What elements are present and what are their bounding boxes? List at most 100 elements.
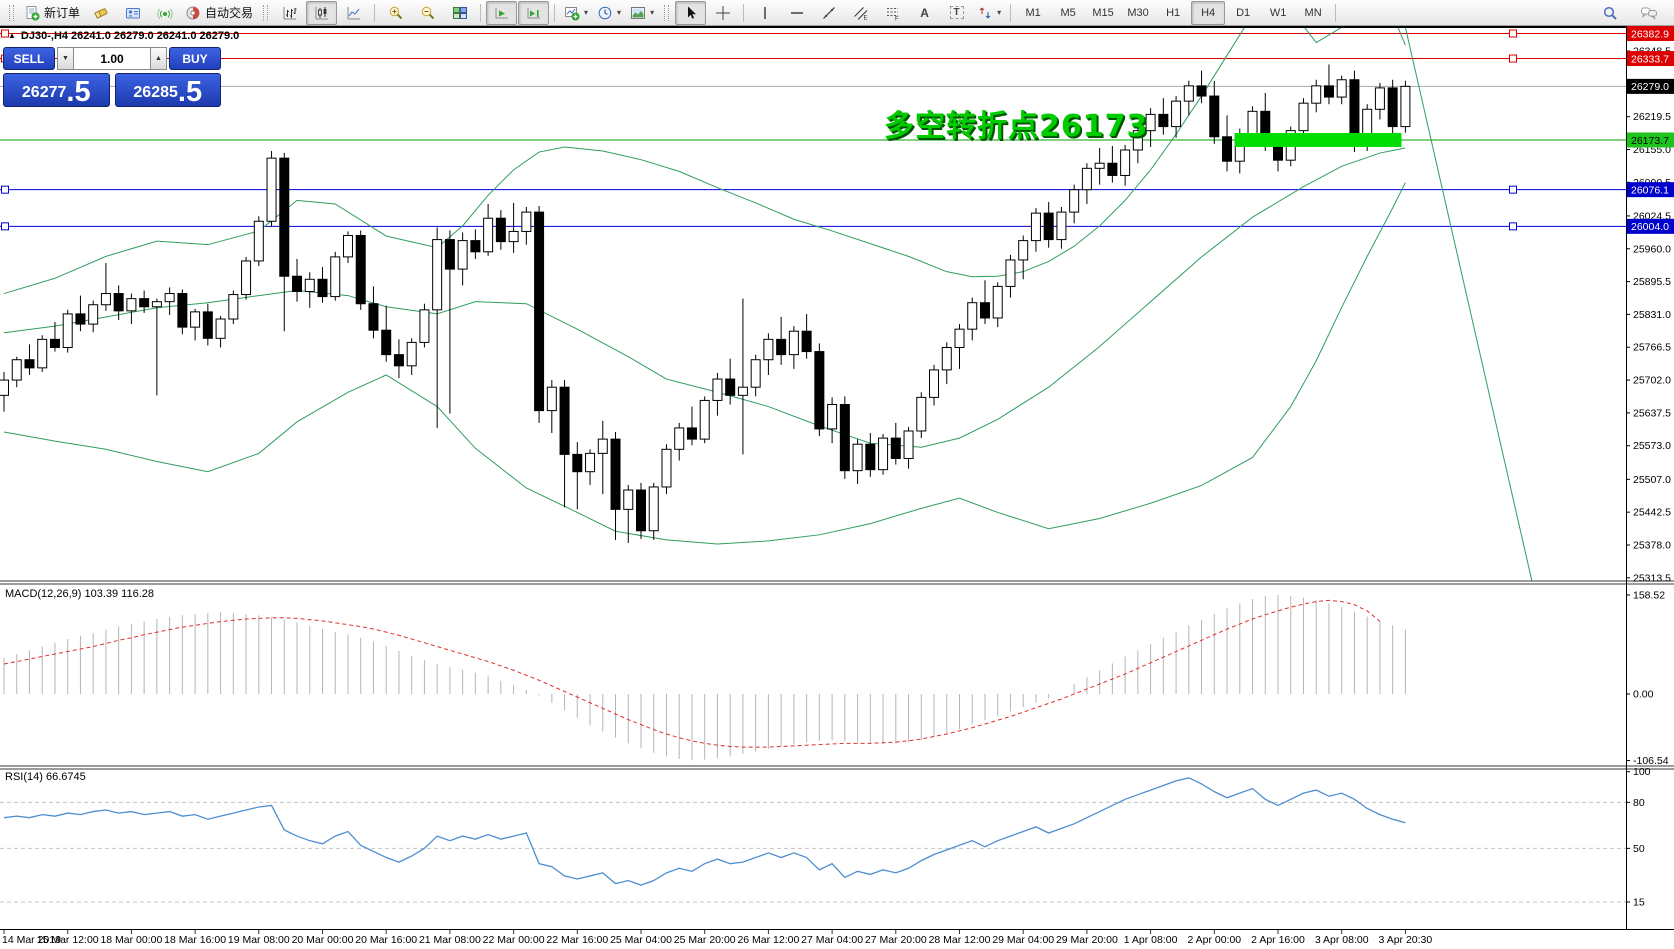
toolbar-separator xyxy=(554,3,556,22)
buy-price-display[interactable]: 26285.5 xyxy=(114,73,221,107)
templates-button[interactable]: ▾ xyxy=(626,1,658,25)
chat-button[interactable] xyxy=(1633,1,1664,25)
time-label: 3 Apr 20:30 xyxy=(1379,934,1433,946)
line-handle[interactable] xyxy=(1,222,9,231)
auto-trading-icon xyxy=(185,5,201,21)
profile-icon xyxy=(125,5,141,21)
candle-down xyxy=(1043,212,1054,241)
candle-up xyxy=(1030,212,1041,242)
rsi-tick-label: 80 xyxy=(1633,797,1645,809)
candle-down xyxy=(495,217,506,243)
timeframe-d1[interactable]: D1 xyxy=(1236,6,1251,19)
vertical-line-tool-button[interactable] xyxy=(749,1,780,25)
sell-price-display[interactable]: 26277.5 xyxy=(3,73,110,107)
sell-button[interactable]: SELL xyxy=(3,47,55,70)
cursor-tool-button[interactable] xyxy=(675,0,707,25)
line-handle[interactable] xyxy=(1,185,9,194)
timeframe-h4[interactable]: H4 xyxy=(1191,0,1226,25)
volume-increase-button[interactable]: ▲ xyxy=(150,47,167,70)
history-center-button[interactable] xyxy=(85,1,116,25)
new-order-button[interactable]: 新订单 xyxy=(20,1,84,25)
candle-up xyxy=(11,359,22,381)
candle-up xyxy=(878,437,889,471)
timeframe-mn[interactable]: MN xyxy=(1304,6,1322,19)
timeframe-h1[interactable]: H1 xyxy=(1166,6,1181,19)
auto-scroll-button[interactable] xyxy=(486,0,518,25)
crosshair-tool-button[interactable] xyxy=(707,1,738,25)
periods-button[interactable]: ▾ xyxy=(593,1,625,25)
candle-up xyxy=(916,396,927,432)
profile-button[interactable] xyxy=(117,1,148,25)
macd-tick-label: 158.52 xyxy=(1633,589,1665,601)
candle-up xyxy=(521,211,532,232)
zoom-in-button[interactable] xyxy=(380,1,411,25)
toolbar-separator xyxy=(374,3,376,22)
candle-down xyxy=(1222,136,1233,162)
chart-title: DJ30-,H4 26241.0 26279.0 26241.0 26279.0 xyxy=(20,30,240,42)
chart-shift-button[interactable] xyxy=(518,0,550,25)
rsi-tick-label: 50 xyxy=(1633,843,1645,855)
buy-button[interactable]: BUY xyxy=(169,47,221,70)
arrows-tool-button[interactable]: ▾ xyxy=(973,1,1005,25)
candle-down xyxy=(814,351,825,430)
add-indicator-button[interactable]: ▾ xyxy=(560,1,592,25)
candle-up xyxy=(661,448,672,488)
arrows-icon xyxy=(977,5,993,21)
sell-price-main: 26277 xyxy=(21,84,67,101)
fibonacci-tool-button[interactable]: F xyxy=(877,1,908,25)
volume-decrease-button[interactable]: ▼ xyxy=(57,47,74,70)
candle-down xyxy=(202,311,213,339)
bar-chart-button[interactable] xyxy=(274,1,305,25)
line-handle[interactable] xyxy=(1,29,9,38)
volume-field[interactable]: 1.00 xyxy=(74,47,150,70)
candle-down xyxy=(636,489,646,532)
candle-up xyxy=(228,294,239,320)
candle-down xyxy=(1196,85,1207,97)
timeframe-m5[interactable]: M5 xyxy=(1060,6,1076,19)
signal-button[interactable] xyxy=(149,1,180,25)
candlestick-chart-button[interactable] xyxy=(306,0,338,25)
candle-down xyxy=(559,386,570,455)
price-tick-label: 26219.5 xyxy=(1633,111,1671,123)
candle-up xyxy=(253,220,264,262)
candle-up xyxy=(215,318,226,339)
bar-chart-icon xyxy=(282,5,298,21)
candle-up xyxy=(419,309,430,343)
line-handle[interactable] xyxy=(1509,185,1517,194)
zoom-out-button[interactable] xyxy=(412,1,443,25)
line-handle[interactable] xyxy=(1509,222,1517,231)
time-label: 28 Mar 12:00 xyxy=(929,934,991,946)
candle-up xyxy=(954,328,965,348)
auto-trading-button[interactable]: 自动交易 xyxy=(181,1,257,25)
candle-up xyxy=(546,386,557,412)
candle-up xyxy=(304,278,315,293)
sell-price-pip: .5 xyxy=(66,76,91,109)
price-tag xyxy=(1627,51,1674,67)
line-handle[interactable] xyxy=(1509,54,1517,63)
text-tool-button[interactable]: A xyxy=(909,1,940,25)
label-tool-button[interactable]: T xyxy=(941,1,972,25)
price-tag xyxy=(1627,182,1674,198)
price-tag xyxy=(1627,132,1674,148)
trendline-tool-button[interactable] xyxy=(813,1,844,25)
price-tag xyxy=(1627,25,1674,41)
horizontal-line-tool-button[interactable] xyxy=(781,1,812,25)
crosshair-icon xyxy=(715,5,731,21)
candle-down xyxy=(317,278,328,298)
timeframe-w1[interactable]: W1 xyxy=(1269,6,1287,19)
tile-windows-button[interactable] xyxy=(444,1,475,25)
time-label: 18 Mar 00:00 xyxy=(100,934,162,946)
timeframe-m15[interactable]: M15 xyxy=(1092,6,1114,19)
candle-down xyxy=(572,453,583,473)
price-tick-label: 25442.5 xyxy=(1633,507,1671,519)
price-tag-label: 26333.7 xyxy=(1631,53,1669,65)
candle-up xyxy=(1069,189,1080,213)
channel-tool-button[interactable]: E xyxy=(845,1,876,25)
trendline-object[interactable] xyxy=(1405,27,1545,640)
timeframe-m1[interactable]: M1 xyxy=(1025,6,1041,19)
line-handle[interactable] xyxy=(1509,29,1517,38)
timeframe-m30[interactable]: M30 xyxy=(1127,6,1149,19)
search-button[interactable] xyxy=(1594,1,1625,25)
line-chart-button[interactable] xyxy=(338,1,369,25)
